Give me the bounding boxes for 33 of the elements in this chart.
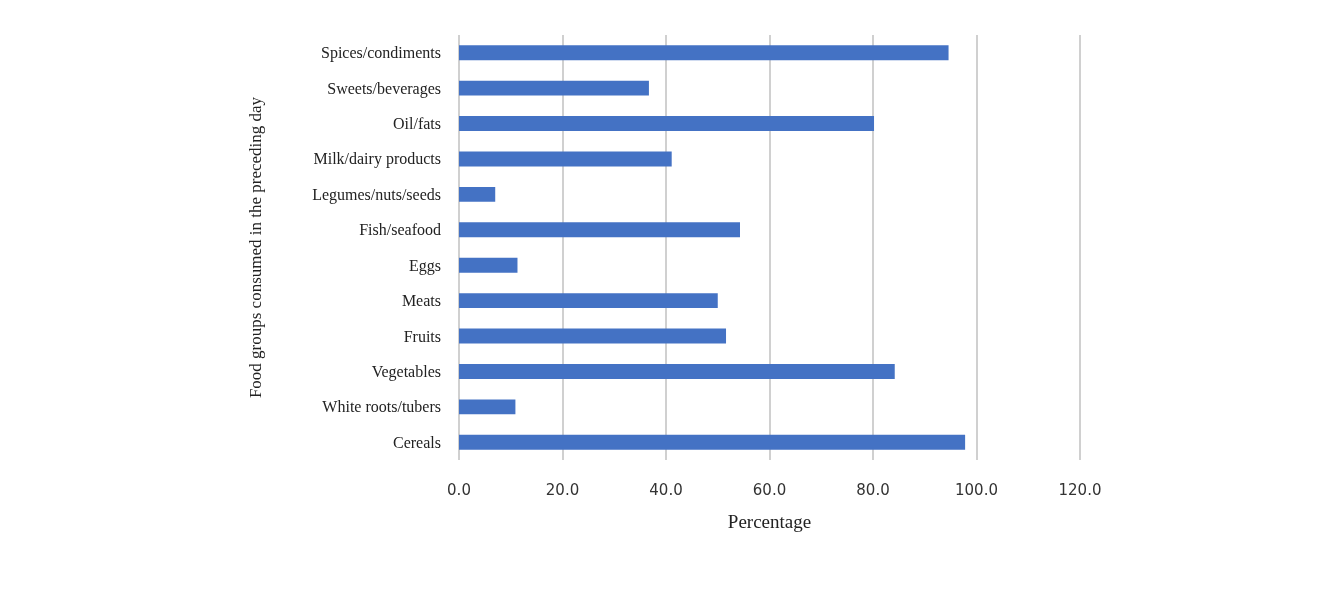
bar [459,151,672,167]
bar [459,399,516,415]
x-tick-label: 100.0 [955,480,998,499]
bar [459,45,949,61]
x-tick-label: 80.0 [856,480,890,499]
bar [459,222,740,238]
bar [459,293,718,309]
x-tick-label: 0.0 [447,480,471,499]
y-tick-label: Fruits [403,327,441,345]
bar [459,364,895,379]
bar [459,257,518,273]
y-tick-label: Legumes/nuts/seeds [312,185,441,204]
x-tick-label: 40.0 [649,480,683,499]
y-axis-title: Food groups consumed in the preceding day [246,96,265,399]
y-tick-label: Meats [401,292,441,310]
y-tick-label: Eggs [409,256,441,275]
bar [459,186,496,202]
y-tick-label: Sweets/beverages [327,79,441,98]
bar [459,80,649,96]
bar [459,434,966,450]
x-axis-title: Percentage [727,511,812,532]
bar [459,116,875,131]
y-tick-label: Milk/dairy products [313,150,441,169]
x-tick-label: 120.0 [1058,480,1102,499]
x-tick-label: 60.0 [752,480,787,499]
y-tick-label: Fish/seafood [359,221,441,239]
y-tick-label: Vegetables [371,362,441,381]
y-tick-label: Oil/fats [393,115,441,133]
x-tick-label: 20.0 [545,480,580,499]
y-tick-label: White roots/tubers [322,398,441,416]
y-tick-label: Spices/condiments [321,44,441,63]
bar [459,328,727,344]
y-tick-label: Cereals [393,433,441,451]
